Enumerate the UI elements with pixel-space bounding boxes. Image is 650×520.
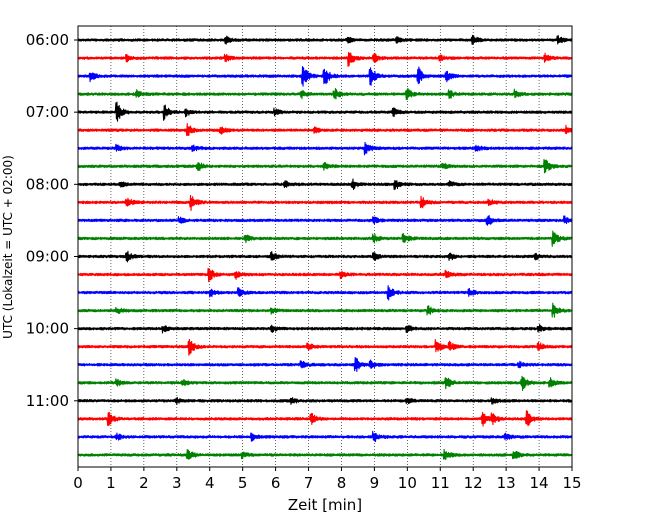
trace-10:15 [77, 338, 573, 356]
trace-11:00 [77, 397, 573, 406]
x-axis-ticks: 0 1 2 3 4 5 6 7 8 9 10 11 12 13 14 15 [73, 467, 582, 492]
trace-06:15 [77, 52, 573, 68]
plot-frame [77, 25, 573, 468]
trace-10:45 [77, 375, 573, 392]
y-axis-ticks: 06:00 07:00 08:00 09:00 10:00 11:00 [26, 31, 78, 410]
trace-06:30 [77, 65, 573, 87]
x-tick-label: 0 [73, 474, 83, 492]
trace-06:00 [77, 34, 573, 45]
x-tick-label: 14 [530, 474, 549, 492]
x-tick-label: 10 [398, 474, 417, 492]
x-tick-label: 9 [370, 474, 380, 492]
trace-lines [77, 34, 573, 461]
x-tick-label: 7 [304, 474, 314, 492]
y-tick-label: 09:00 [26, 247, 69, 265]
x-tick-label: 13 [497, 474, 516, 492]
x-tick-label: 8 [337, 474, 347, 492]
x-tick-label: 2 [139, 474, 149, 492]
y-tick-label: 10:00 [26, 320, 69, 338]
trace-07:30 [77, 141, 573, 156]
trace-09:30 [77, 285, 573, 301]
trace-07:45 [77, 158, 573, 174]
trace-09:45 [77, 302, 573, 318]
trace-11:30 [77, 430, 573, 443]
trace-09:15 [77, 267, 573, 283]
x-tick-label: 4 [205, 474, 215, 492]
y-axis-label: UTC (Lokalzeit = UTC + 02:00) [1, 155, 15, 339]
trace-08:30 [77, 214, 573, 226]
x-tick-label: 3 [172, 474, 182, 492]
trace-11:15 [77, 410, 573, 427]
y-tick-label: 08:00 [26, 175, 69, 193]
y-tick-label: 06:00 [26, 31, 69, 49]
x-tick-label: 15 [562, 474, 581, 492]
trace-08:45 [77, 230, 573, 247]
y-tick-label: 11:00 [26, 392, 69, 410]
trace-07:00 [77, 101, 573, 122]
y-tick-label: 07:00 [26, 103, 69, 121]
x-tick-label: 1 [106, 474, 116, 492]
x-axis-label: Zeit [min] [288, 496, 362, 514]
x-tick-label: 12 [464, 474, 483, 492]
trace-07:15 [77, 122, 573, 136]
x-tick-label: 11 [431, 474, 450, 492]
trace-08:15 [77, 194, 573, 212]
x-tick-label: 6 [271, 474, 281, 492]
trace-11:45 [77, 448, 573, 461]
trace-10:30 [77, 356, 573, 372]
trace-09:00 [77, 250, 573, 263]
trace-06:45 [77, 87, 573, 101]
trace-10:00 [77, 324, 573, 334]
x-tick-label: 5 [238, 474, 248, 492]
trace-08:00 [77, 178, 573, 191]
